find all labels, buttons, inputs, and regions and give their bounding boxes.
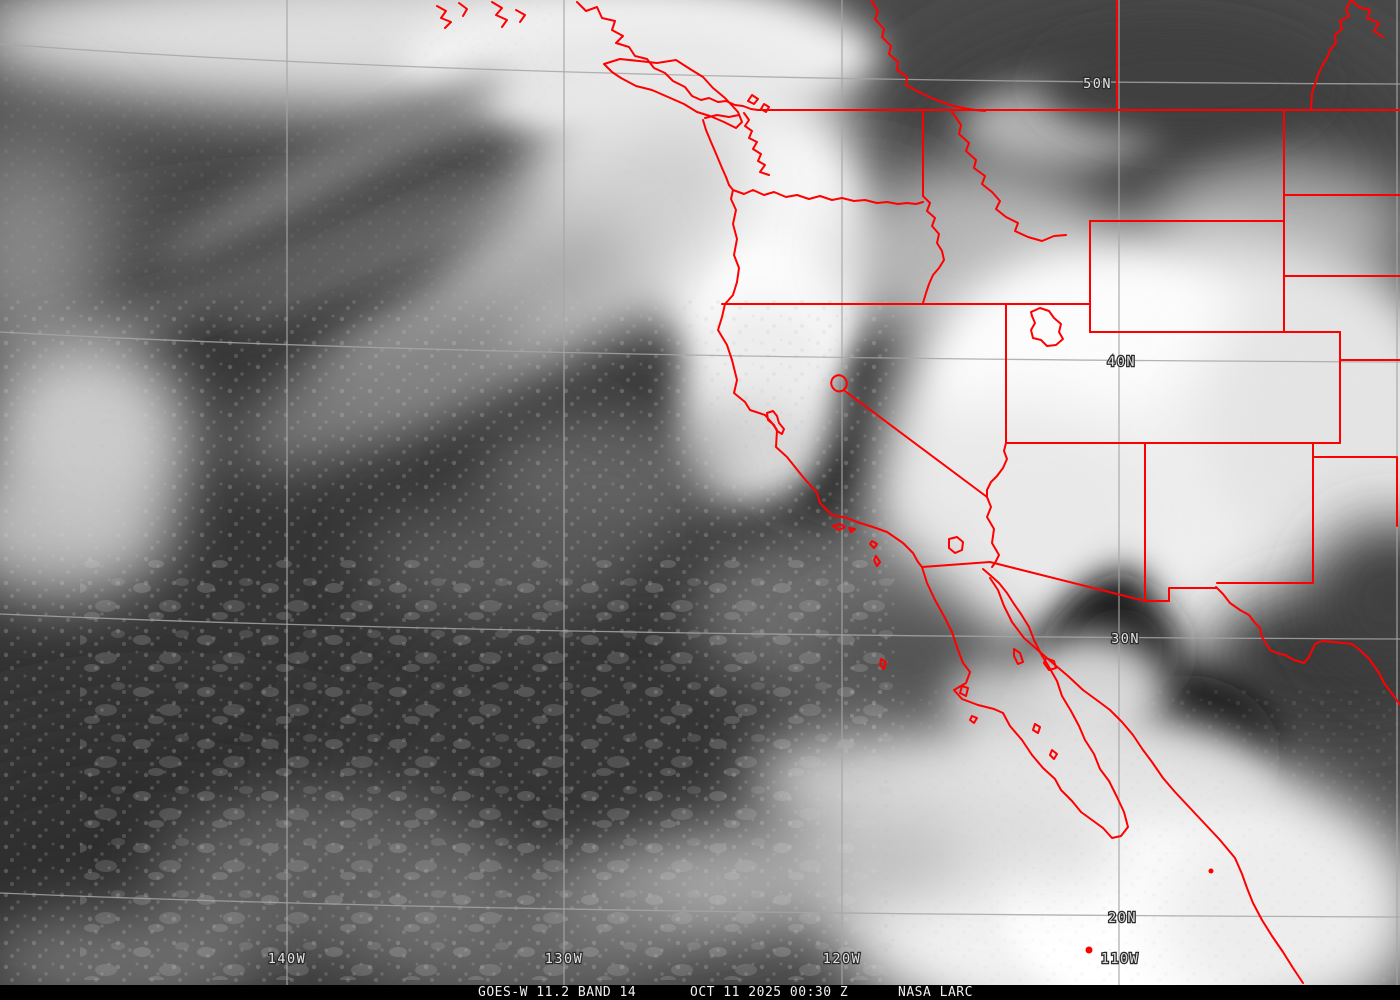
gridline-20n — [0, 892, 1400, 918]
lat-label-40n: 40N — [1107, 354, 1136, 370]
caption-credit-label: NASA LARC — [898, 985, 973, 1000]
juan-de-fuca-path — [704, 114, 740, 119]
lon-label-140w: 140W — [268, 951, 307, 967]
nm-tx-border — [1216, 442, 1314, 584]
great-salt-lake-outline — [1030, 307, 1064, 347]
olympic-coast-path — [702, 119, 730, 186]
isla-isabel-dot — [1208, 868, 1214, 874]
cedros-island-outline — [959, 685, 978, 724]
us-mexico-border — [921, 561, 1217, 602]
bc-alberta-border — [870, 0, 986, 112]
lat-label-50n: 50N — [1083, 76, 1112, 92]
socorro-island-dot — [1085, 946, 1093, 954]
bc-archipelago-path — [436, 1, 526, 29]
caption-bar: GOES-W 11.2 BAND 14 OCT 11 2025 00:30 Z … — [0, 985, 1400, 1000]
gridline-50n — [0, 43, 1400, 85]
rio-grande-border — [1215, 586, 1400, 706]
ca-nv-diagonal-border — [844, 390, 988, 498]
puget-sound-path — [743, 112, 770, 176]
sask-border-diagonal — [1310, 0, 1384, 111]
colorado-river-border — [986, 442, 1008, 568]
lat-label-30n: 30N — [1111, 631, 1140, 647]
gridline-40n — [0, 331, 1400, 363]
map-borders-overlay — [436, 0, 1400, 984]
caption-band-label: GOES-W 11.2 BAND 14 — [478, 985, 637, 1000]
caption-timestamp: OCT 11 2025 00:30 Z — [690, 985, 849, 1000]
id-mt-border — [951, 111, 1067, 242]
graticule-labels: 50N 40N 30N 20N 140W 130W 120W 110W — [266, 75, 1140, 969]
lon-label-130w: 130W — [545, 951, 584, 967]
or-id-border-snake — [922, 195, 945, 304]
lon-label-120w: 120W — [823, 951, 862, 967]
gridline-30n — [0, 613, 1400, 640]
sf-bay-outline — [766, 410, 785, 435]
mexico-mainland-coastline — [989, 577, 1304, 984]
ok-panhandle-border — [1312, 456, 1398, 527]
baja-california-coastline — [921, 566, 1129, 839]
lat-label-20n: 20N — [1108, 910, 1137, 926]
lake-tahoe-outline — [830, 374, 848, 393]
strait-islands-path — [747, 94, 770, 113]
wa-or-border-columbia — [732, 189, 924, 205]
guadalupe-island-outline — [879, 658, 887, 670]
gulf-islands-outlines — [1013, 648, 1058, 760]
channel-islands-outlines — [832, 523, 881, 567]
us-west-coastline-path — [717, 184, 923, 568]
lon-label-110w: 110W — [1101, 951, 1140, 967]
vancouver-island-outline — [603, 58, 743, 129]
salton-sea-outline — [948, 536, 964, 554]
